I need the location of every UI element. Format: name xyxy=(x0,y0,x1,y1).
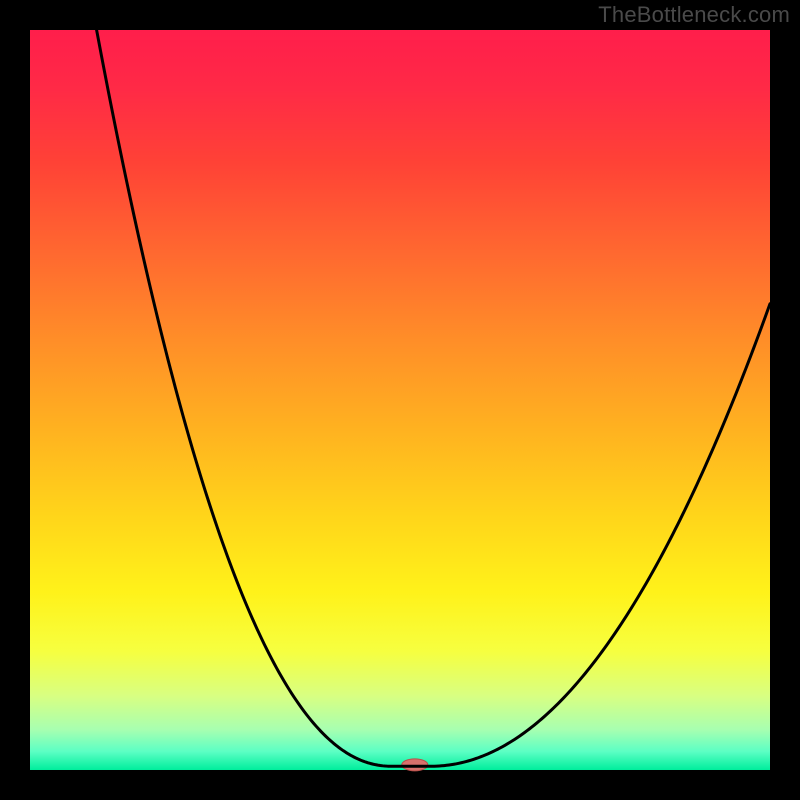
gradient-background xyxy=(30,30,770,770)
watermark-text: TheBottleneck.com xyxy=(598,2,790,28)
chart-root: { "watermark": { "text": "TheBottleneck.… xyxy=(0,0,800,800)
bottleneck-chart xyxy=(0,0,800,800)
